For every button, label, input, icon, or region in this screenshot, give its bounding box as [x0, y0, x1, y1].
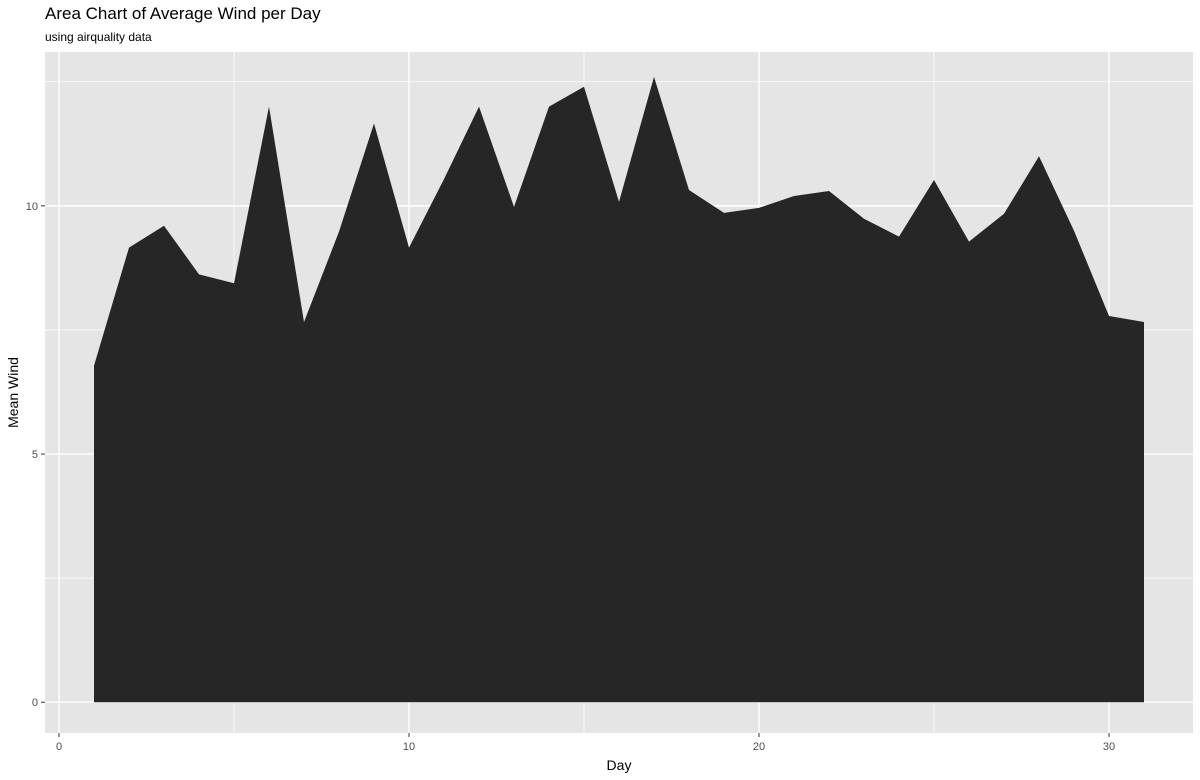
area-layer — [94, 76, 1144, 703]
x-tick-label: 30 — [1103, 741, 1115, 753]
x-tick-label: 20 — [753, 741, 765, 753]
y-axis-title: Mean Wind — [5, 357, 21, 428]
x-axis-title: Day — [607, 757, 632, 773]
x-tick-label: 0 — [56, 741, 62, 753]
y-tick-label: 10 — [26, 201, 38, 213]
y-tick-label: 5 — [32, 449, 38, 461]
x-tick-label: 10 — [403, 741, 415, 753]
chart-title: Area Chart of Average Wind per Day — [45, 4, 321, 23]
y-tick-label: 0 — [32, 697, 38, 709]
area-series-0 — [94, 76, 1144, 703]
tick-labels: 0 10 20 30 0 5 10 — [26, 201, 1115, 753]
chart-subtitle: using airquality data — [45, 30, 152, 44]
axis-ticks — [41, 205, 1110, 737]
